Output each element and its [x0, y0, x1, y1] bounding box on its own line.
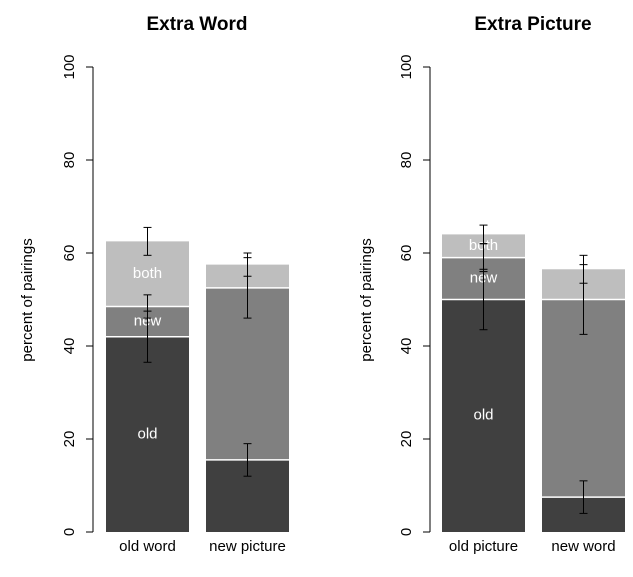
- chart-2-category-label: new word: [551, 538, 615, 555]
- chart-2-y-tick-label: 100: [398, 54, 415, 79]
- chart-2-segment-label-old: old: [473, 407, 493, 424]
- chart-2-y-axis-label: percent of pairings: [358, 238, 375, 361]
- chart-1-y-tick-label: 80: [61, 152, 78, 169]
- chart-2-title: Extra Picture: [474, 14, 591, 35]
- chart-2-y-tick-label: 40: [398, 338, 415, 355]
- chart-2-y-tick-label: 0: [398, 528, 415, 536]
- chart-1-bar-old-segment: [106, 336, 189, 532]
- chart-1-category-label: old word: [119, 538, 176, 555]
- chart-1-y-tick-label: 40: [61, 338, 78, 355]
- chart-1-y-tick-label: 20: [61, 431, 78, 448]
- chart-1-y-tick-label: 100: [61, 54, 78, 79]
- chart-1-y-axis-label: percent of pairings: [19, 238, 36, 361]
- chart-1-title: Extra Word: [146, 14, 247, 35]
- chart-2-y-tick-label: 60: [398, 245, 415, 262]
- chart-2-category-label: old picture: [449, 538, 518, 555]
- chart-2-bar-old-segment: [442, 299, 525, 532]
- chart-1-y-tick-label: 0: [61, 528, 78, 536]
- chart-1-segment-label-old: old: [137, 425, 157, 442]
- chart-1-category-label: new picture: [209, 538, 286, 555]
- chart-1-segment-label-both: both: [133, 265, 162, 282]
- chart-2-y-tick-label: 80: [398, 152, 415, 169]
- chart-1-y-tick-label: 60: [61, 245, 78, 262]
- chart-2-y-tick-label: 20: [398, 431, 415, 448]
